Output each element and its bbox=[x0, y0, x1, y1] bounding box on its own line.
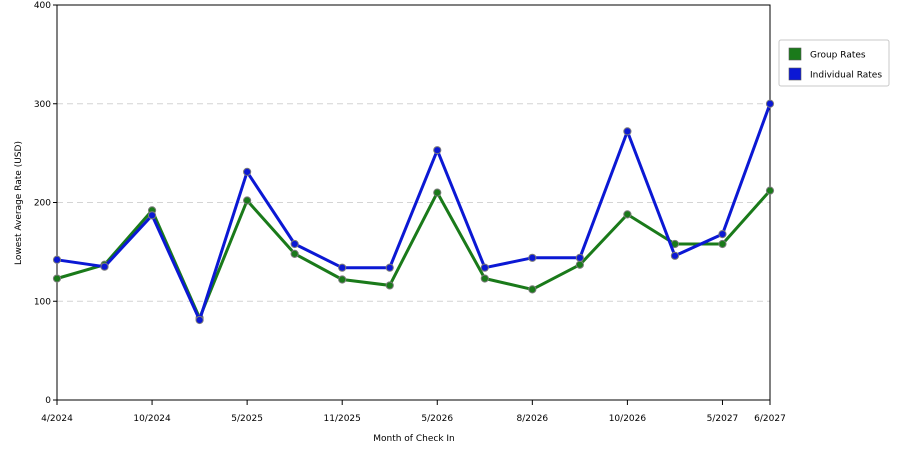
gridlines bbox=[57, 103, 770, 302]
data-point bbox=[765, 99, 775, 108]
x-axis-title: Month of Check In bbox=[373, 434, 455, 444]
data-point bbox=[718, 230, 727, 239]
legend-label: Group Rates bbox=[810, 51, 866, 61]
data-point bbox=[243, 167, 252, 176]
legend-swatch bbox=[788, 67, 802, 81]
data-point bbox=[575, 253, 584, 262]
data-point bbox=[338, 275, 347, 284]
y-axis: 0 100 200 300 400 bbox=[34, 1, 57, 406]
data-point bbox=[338, 263, 347, 272]
x-tick-label: 5/2025 bbox=[231, 414, 263, 424]
data-point bbox=[670, 251, 680, 260]
data-point bbox=[575, 260, 584, 269]
y-tick-label: 0 bbox=[45, 396, 51, 406]
data-point bbox=[765, 186, 775, 195]
legend-swatch bbox=[788, 47, 802, 61]
data-point bbox=[290, 249, 299, 258]
series-individual-rates bbox=[52, 99, 775, 325]
x-tick-label: 4/2024 bbox=[41, 414, 73, 424]
y-tick-label: 400 bbox=[34, 1, 51, 11]
data-point bbox=[147, 211, 157, 220]
y-tick-label: 200 bbox=[34, 199, 51, 209]
data-point bbox=[433, 146, 442, 155]
data-point bbox=[528, 285, 537, 294]
data-point bbox=[385, 281, 394, 290]
series-line bbox=[55, 102, 772, 322]
series-lines bbox=[52, 99, 775, 325]
data-point bbox=[195, 315, 204, 325]
data-point bbox=[480, 263, 489, 272]
data-point bbox=[385, 263, 394, 272]
data-point bbox=[623, 210, 632, 219]
x-axis: 4/2024 10/2024 5/2025 11/2025 5/2026 8/2026 10… bbox=[41, 400, 786, 424]
y-tick-label: 300 bbox=[34, 100, 51, 110]
x-tick-label: 11/2025 bbox=[324, 414, 361, 424]
x-tick-label: 8/2026 bbox=[516, 414, 548, 424]
plot-area bbox=[56, 4, 771, 401]
data-point bbox=[243, 196, 252, 205]
data-point bbox=[433, 188, 442, 197]
data-point bbox=[480, 274, 489, 283]
x-tick-label: 5/2027 bbox=[707, 414, 739, 424]
x-tick-label: 5/2026 bbox=[421, 414, 453, 424]
data-point bbox=[290, 239, 299, 249]
x-tick-label: 10/2026 bbox=[609, 414, 647, 424]
data-point bbox=[100, 262, 109, 271]
legend-label: Individual Rates bbox=[810, 71, 882, 81]
data-point bbox=[52, 255, 62, 264]
data-point bbox=[528, 253, 537, 262]
x-tick-label: 6/2027 bbox=[754, 414, 786, 424]
legend-box bbox=[778, 39, 890, 87]
y-tick-label: 100 bbox=[34, 297, 51, 307]
y-axis-title: Lowest Average Rate (USD) bbox=[14, 141, 24, 265]
legend: Group Rates Individual Rates bbox=[778, 39, 890, 87]
data-point bbox=[718, 239, 727, 249]
data-point bbox=[623, 127, 632, 136]
data-point bbox=[52, 274, 62, 283]
x-tick-label: 10/2024 bbox=[133, 414, 171, 424]
